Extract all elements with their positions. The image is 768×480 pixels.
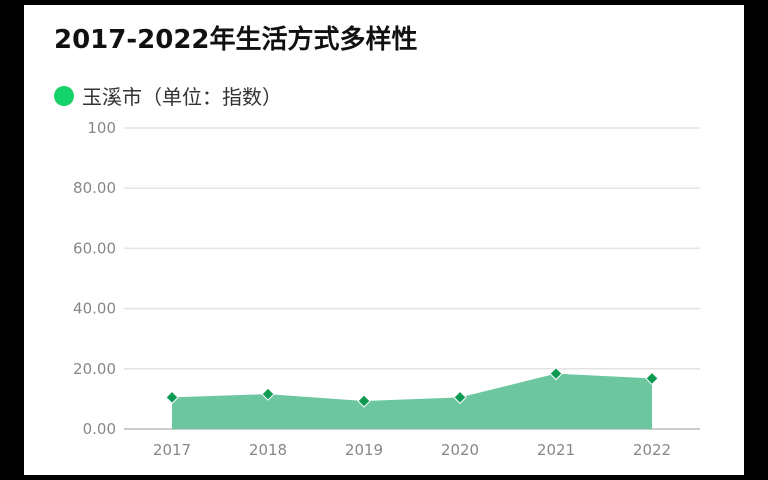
y-tick-label: 40.00 (73, 300, 116, 318)
y-tick-label: 60.00 (73, 239, 116, 257)
x-tick-label: 2017 (153, 441, 191, 459)
y-tick-label: 20.00 (73, 360, 116, 378)
x-tick-label: 2020 (441, 441, 479, 459)
series-area (172, 373, 652, 429)
x-tick-label: 2021 (537, 441, 575, 459)
data-point (261, 387, 275, 401)
data-point (357, 394, 371, 408)
data-point (549, 366, 563, 381)
data-point (453, 390, 467, 405)
legend-label: 玉溪市（单位：指数） (82, 85, 282, 109)
legend[interactable]: 玉溪市（单位：指数） (54, 81, 282, 110)
data-point (165, 390, 179, 405)
chart-title: 2017-2022年生活方式多样性 (54, 25, 418, 55)
x-tick-label: 2019 (345, 441, 383, 459)
y-tick-label: 80.00 (73, 179, 116, 197)
x-tick-label: 2018 (249, 441, 287, 459)
y-tick-label: 0.00 (83, 420, 116, 438)
data-point (645, 371, 659, 386)
legend-marker (54, 85, 74, 106)
y-tick-label: 100 (87, 119, 116, 137)
chart-card: 2017-2022年生活方式多样性 玉溪市（单位：指数） 0.00 20.00 40… (24, 5, 744, 475)
x-tick-label: 2022 (633, 441, 671, 459)
area-chart: 0.00 20.00 40.00 60.00 80.00 100 2017 2018 2019 2… (73, 119, 700, 459)
